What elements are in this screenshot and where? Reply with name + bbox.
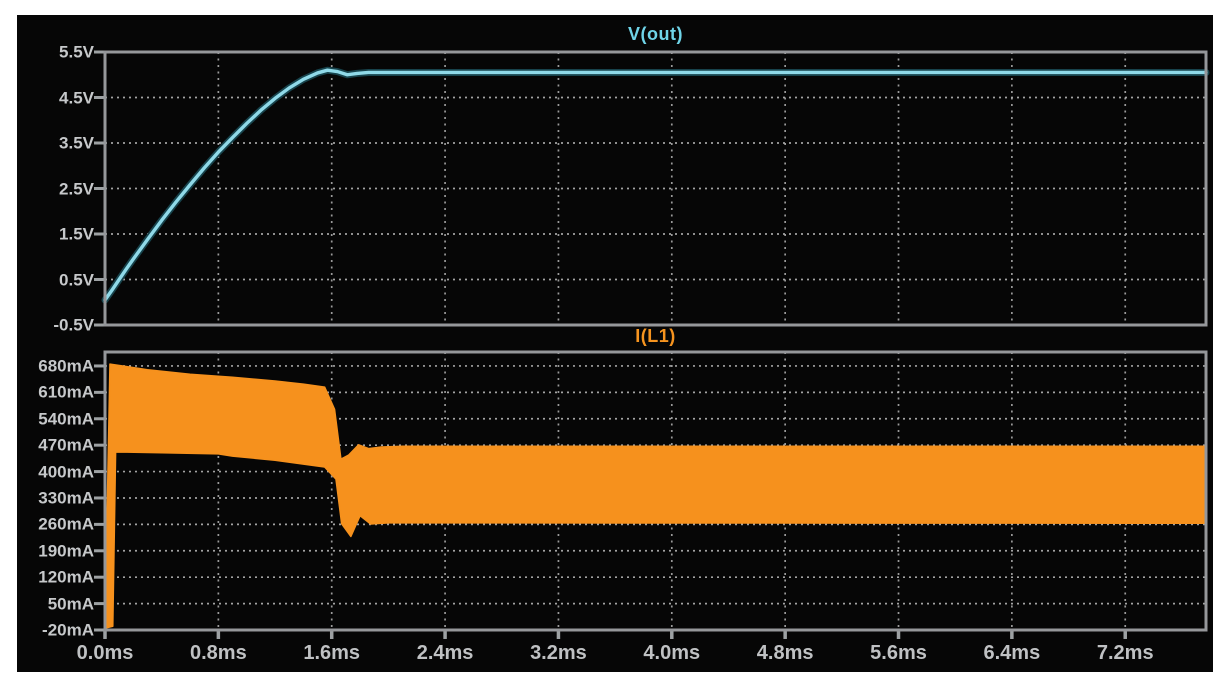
vout-trace — [103, 68, 1208, 302]
il1-x-tick-label: 6.4ms — [983, 642, 1041, 664]
il1-y-tick-label: 540mA — [38, 409, 94, 429]
il1-x-tick-label: 3.2ms — [530, 642, 587, 664]
il1-y-tick-label: 190mA — [38, 541, 94, 561]
il1-y-tick-label: -20mA — [42, 620, 94, 640]
il1-ripple-band — [104, 363, 1207, 629]
il1-x-tick-label: 4.8ms — [756, 642, 814, 664]
il1-x-tick-label: 4.0ms — [643, 642, 701, 664]
vout-plot — [94, 50, 1210, 327]
vout-y-tick-label: 5.5V — [59, 42, 94, 62]
vout-y-tick-label: 3.5V — [59, 133, 94, 153]
il1-plot — [94, 350, 1208, 639]
vout-y-tick-label: 0.5V — [59, 270, 94, 289]
vout-y-tick-label: 2.5V — [59, 179, 94, 198]
pane-title-vout: V(out) — [628, 24, 683, 44]
vout-y-tick-label: 4.5V — [59, 88, 94, 107]
pane-border — [103, 350, 1208, 632]
il1-y-tick-label: 50mA — [47, 594, 94, 614]
il1-x-tick-label: 1.6ms — [303, 642, 361, 664]
vout-y-tick-label: 1.5V — [59, 224, 94, 244]
il1-y-tick-label: 470mA — [38, 435, 94, 455]
il1-y-tick-label: 400mA — [38, 462, 94, 482]
il1-y-tick-label: 680mA — [38, 356, 94, 376]
il1-y-tick-label: 330mA — [38, 488, 94, 508]
il1-x-tick-label: 7.2ms — [1096, 642, 1154, 664]
pane-border — [103, 50, 1208, 327]
il1-x-tick-label: 2.4ms — [416, 642, 474, 664]
il1-y-tick-label: 120mA — [38, 567, 94, 587]
vout-y-tick-label: -0.5V — [53, 315, 94, 335]
il1-x-tick-label: 5.6ms — [870, 642, 927, 664]
il1-y-tick-label: 610mA — [38, 382, 94, 402]
plot-panel: V(out) I(L1) 5.5V 4.5V 3.5V 2.5V 1.5V 0.5V -0.… — [17, 15, 1213, 672]
pane-title-il1: I(L1) — [635, 326, 676, 346]
il1-y-tick-label: 260mA — [38, 514, 94, 534]
il1-x-tick-label: 0.8ms — [189, 642, 247, 664]
il1-x-tick-label: 0.0ms — [76, 642, 134, 664]
